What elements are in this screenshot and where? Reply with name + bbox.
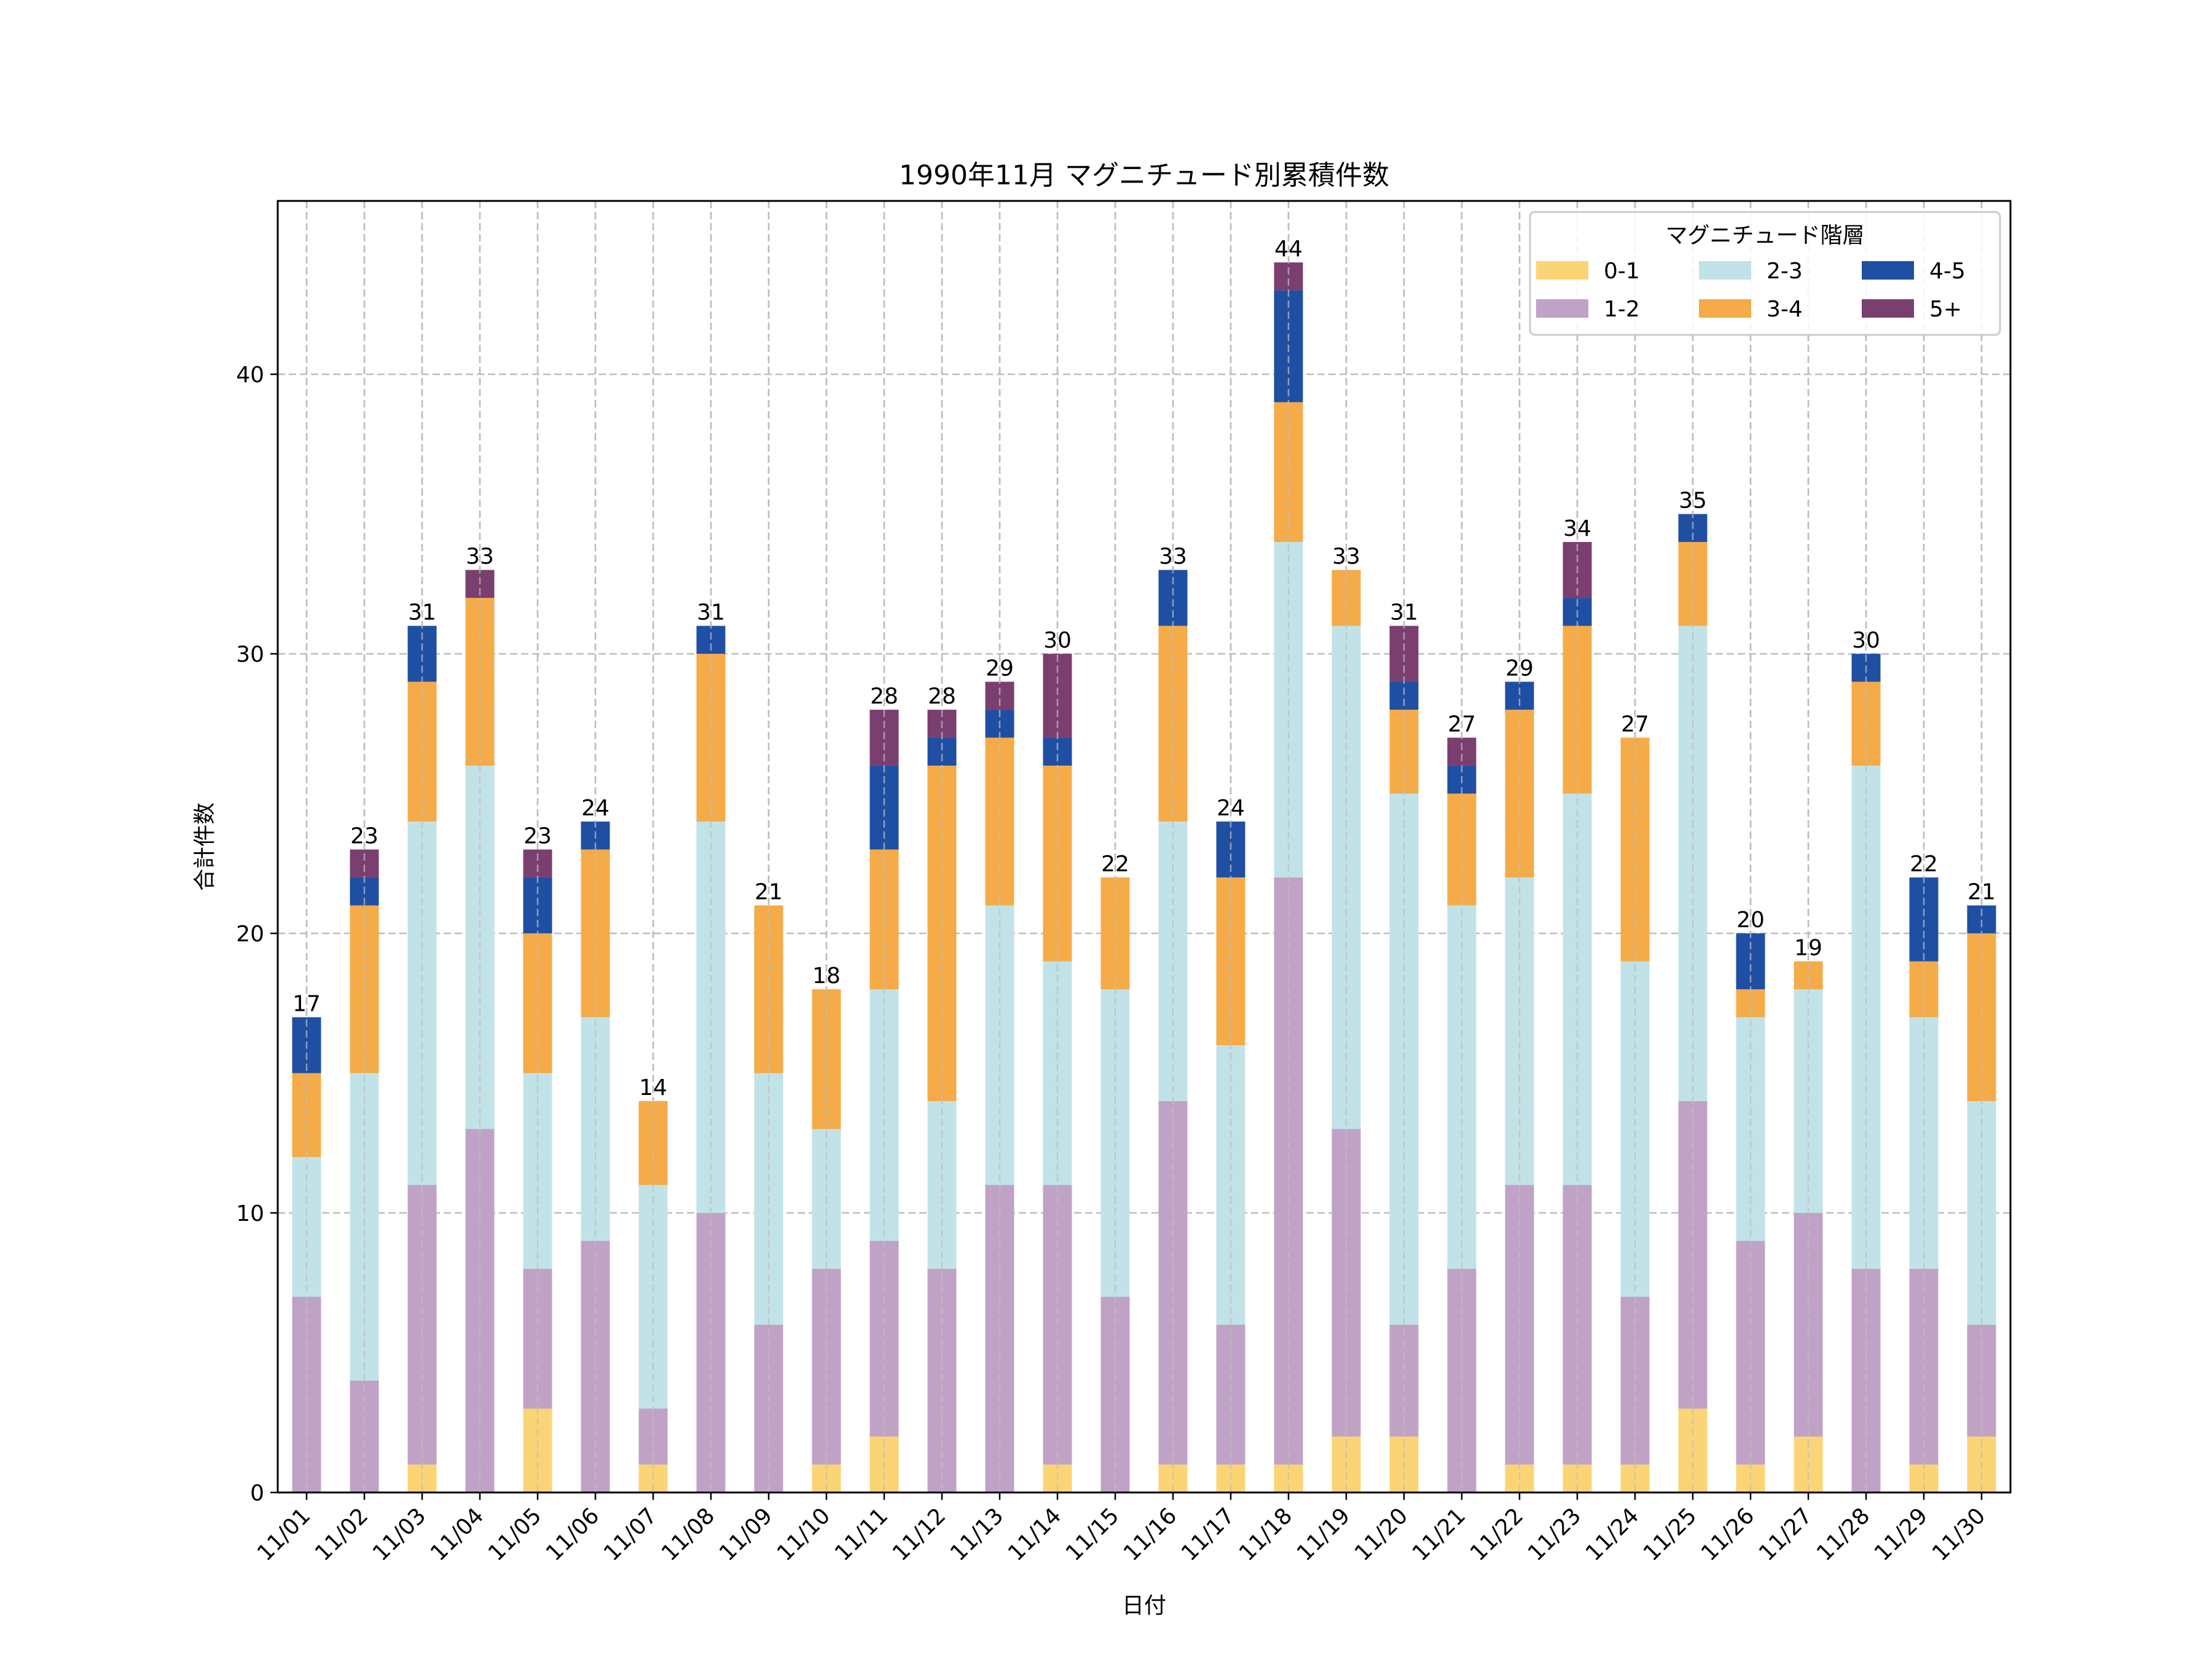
y-tick-label: 20 [236,922,264,947]
bar-segment-2-3 [581,1017,610,1241]
bars [292,262,1996,1492]
bar-segment-2-3 [1736,1017,1765,1241]
x-tick-label: 11/15 [1061,1503,1124,1566]
x-tick-label: 11/11 [830,1503,893,1566]
x-tick-label: 11/13 [946,1503,1008,1566]
x-tick-label: 11/07 [599,1503,662,1566]
x-tick-label: 11/19 [1292,1503,1355,1566]
legend-swatch-4-5 [1862,261,1914,280]
x-tick-label: 11/25 [1639,1503,1701,1566]
x-tick-label: 11/22 [1465,1503,1528,1566]
x-tick-label: 11/24 [1581,1503,1644,1566]
legend: マグニチュード階層 0-1 1-2 2-3 3-4 4-5 5+ [1529,211,2001,336]
y-tick-label: 0 [250,1481,264,1506]
x-tick-label: 11/28 [1812,1503,1875,1566]
legend-swatch-0-1 [1536,261,1588,280]
y-tick-label: 40 [236,363,264,388]
x-tick-label: 11/14 [1003,1503,1066,1566]
x-tick-label: 11/04 [426,1503,488,1566]
bar-segment-2-3 [1043,961,1072,1185]
x-tick-label: 11/08 [657,1503,720,1566]
legend-title: マグニチュード階層 [1665,223,1864,248]
axes-frame [276,200,2012,1494]
legend-swatch-2-3 [1699,261,1751,280]
x-tick-label: 11/18 [1234,1503,1297,1566]
bar-segment-1-2 [1158,1101,1188,1465]
x-tick-label: 11/02 [310,1503,373,1566]
x-tick-label: 11/26 [1696,1503,1759,1566]
legend-label: 3-4 [1767,297,1803,322]
bar-segment-4-5 [1043,737,1072,766]
bar-segment-5+ [1447,737,1477,766]
legend-label: 5+ [1929,297,1962,322]
legend-label: 1-2 [1604,297,1640,322]
bar-segment-3-4 [1216,877,1245,1046]
x-tick-label: 11/12 [888,1503,951,1566]
chart-title: 1990年11月 マグニチュード別累積件数 [899,160,1389,191]
legend-swatch-1-2 [1536,299,1588,318]
x-tick-label: 11/06 [541,1503,604,1566]
y-axis-label: 合計件数 [192,802,218,891]
x-tick-label: 11/30 [1928,1503,1990,1566]
y-tick-label: 30 [236,642,264,667]
x-axis-label: 日付 [1122,1593,1166,1618]
x-tick-label: 11/29 [1870,1503,1932,1566]
x-tick-label: 11/05 [484,1503,546,1566]
x-tick-label: 11/27 [1754,1503,1817,1566]
bar-segment-1-2 [869,1241,899,1437]
x-tick-label: 11/23 [1523,1503,1586,1566]
legend-label: 0-1 [1604,259,1640,284]
x-tick-label: 11/09 [715,1503,777,1566]
legend-label: 2-3 [1767,259,1803,284]
bar-segment-2-3 [1678,626,1708,1102]
x-tick-label: 11/17 [1177,1503,1239,1566]
x-tick-label: 11/01 [253,1503,315,1566]
legend-label: 4-5 [1929,259,1966,284]
bar-segment-4-5 [927,737,957,766]
bar-segment-5+ [1274,262,1303,291]
x-tick-label: 11/03 [368,1503,431,1566]
bar-segment-3-4 [1967,933,1996,1102]
legend-swatch-3-4 [1699,299,1751,318]
legend-swatch-5+ [1862,299,1914,318]
x-axis-ticks: 11/0111/0211/0311/0411/0511/0611/0711/08… [253,1492,1990,1566]
x-tick-label: 11/10 [772,1503,835,1566]
y-axis-ticks: 0 10 20 30 40 [236,363,278,1506]
bar-segment-2-3 [1851,766,1881,1269]
x-tick-label: 11/20 [1350,1503,1413,1566]
x-tick-label: 11/16 [1119,1503,1182,1566]
x-tick-label: 11/21 [1408,1503,1470,1566]
y-tick-label: 10 [236,1201,264,1226]
